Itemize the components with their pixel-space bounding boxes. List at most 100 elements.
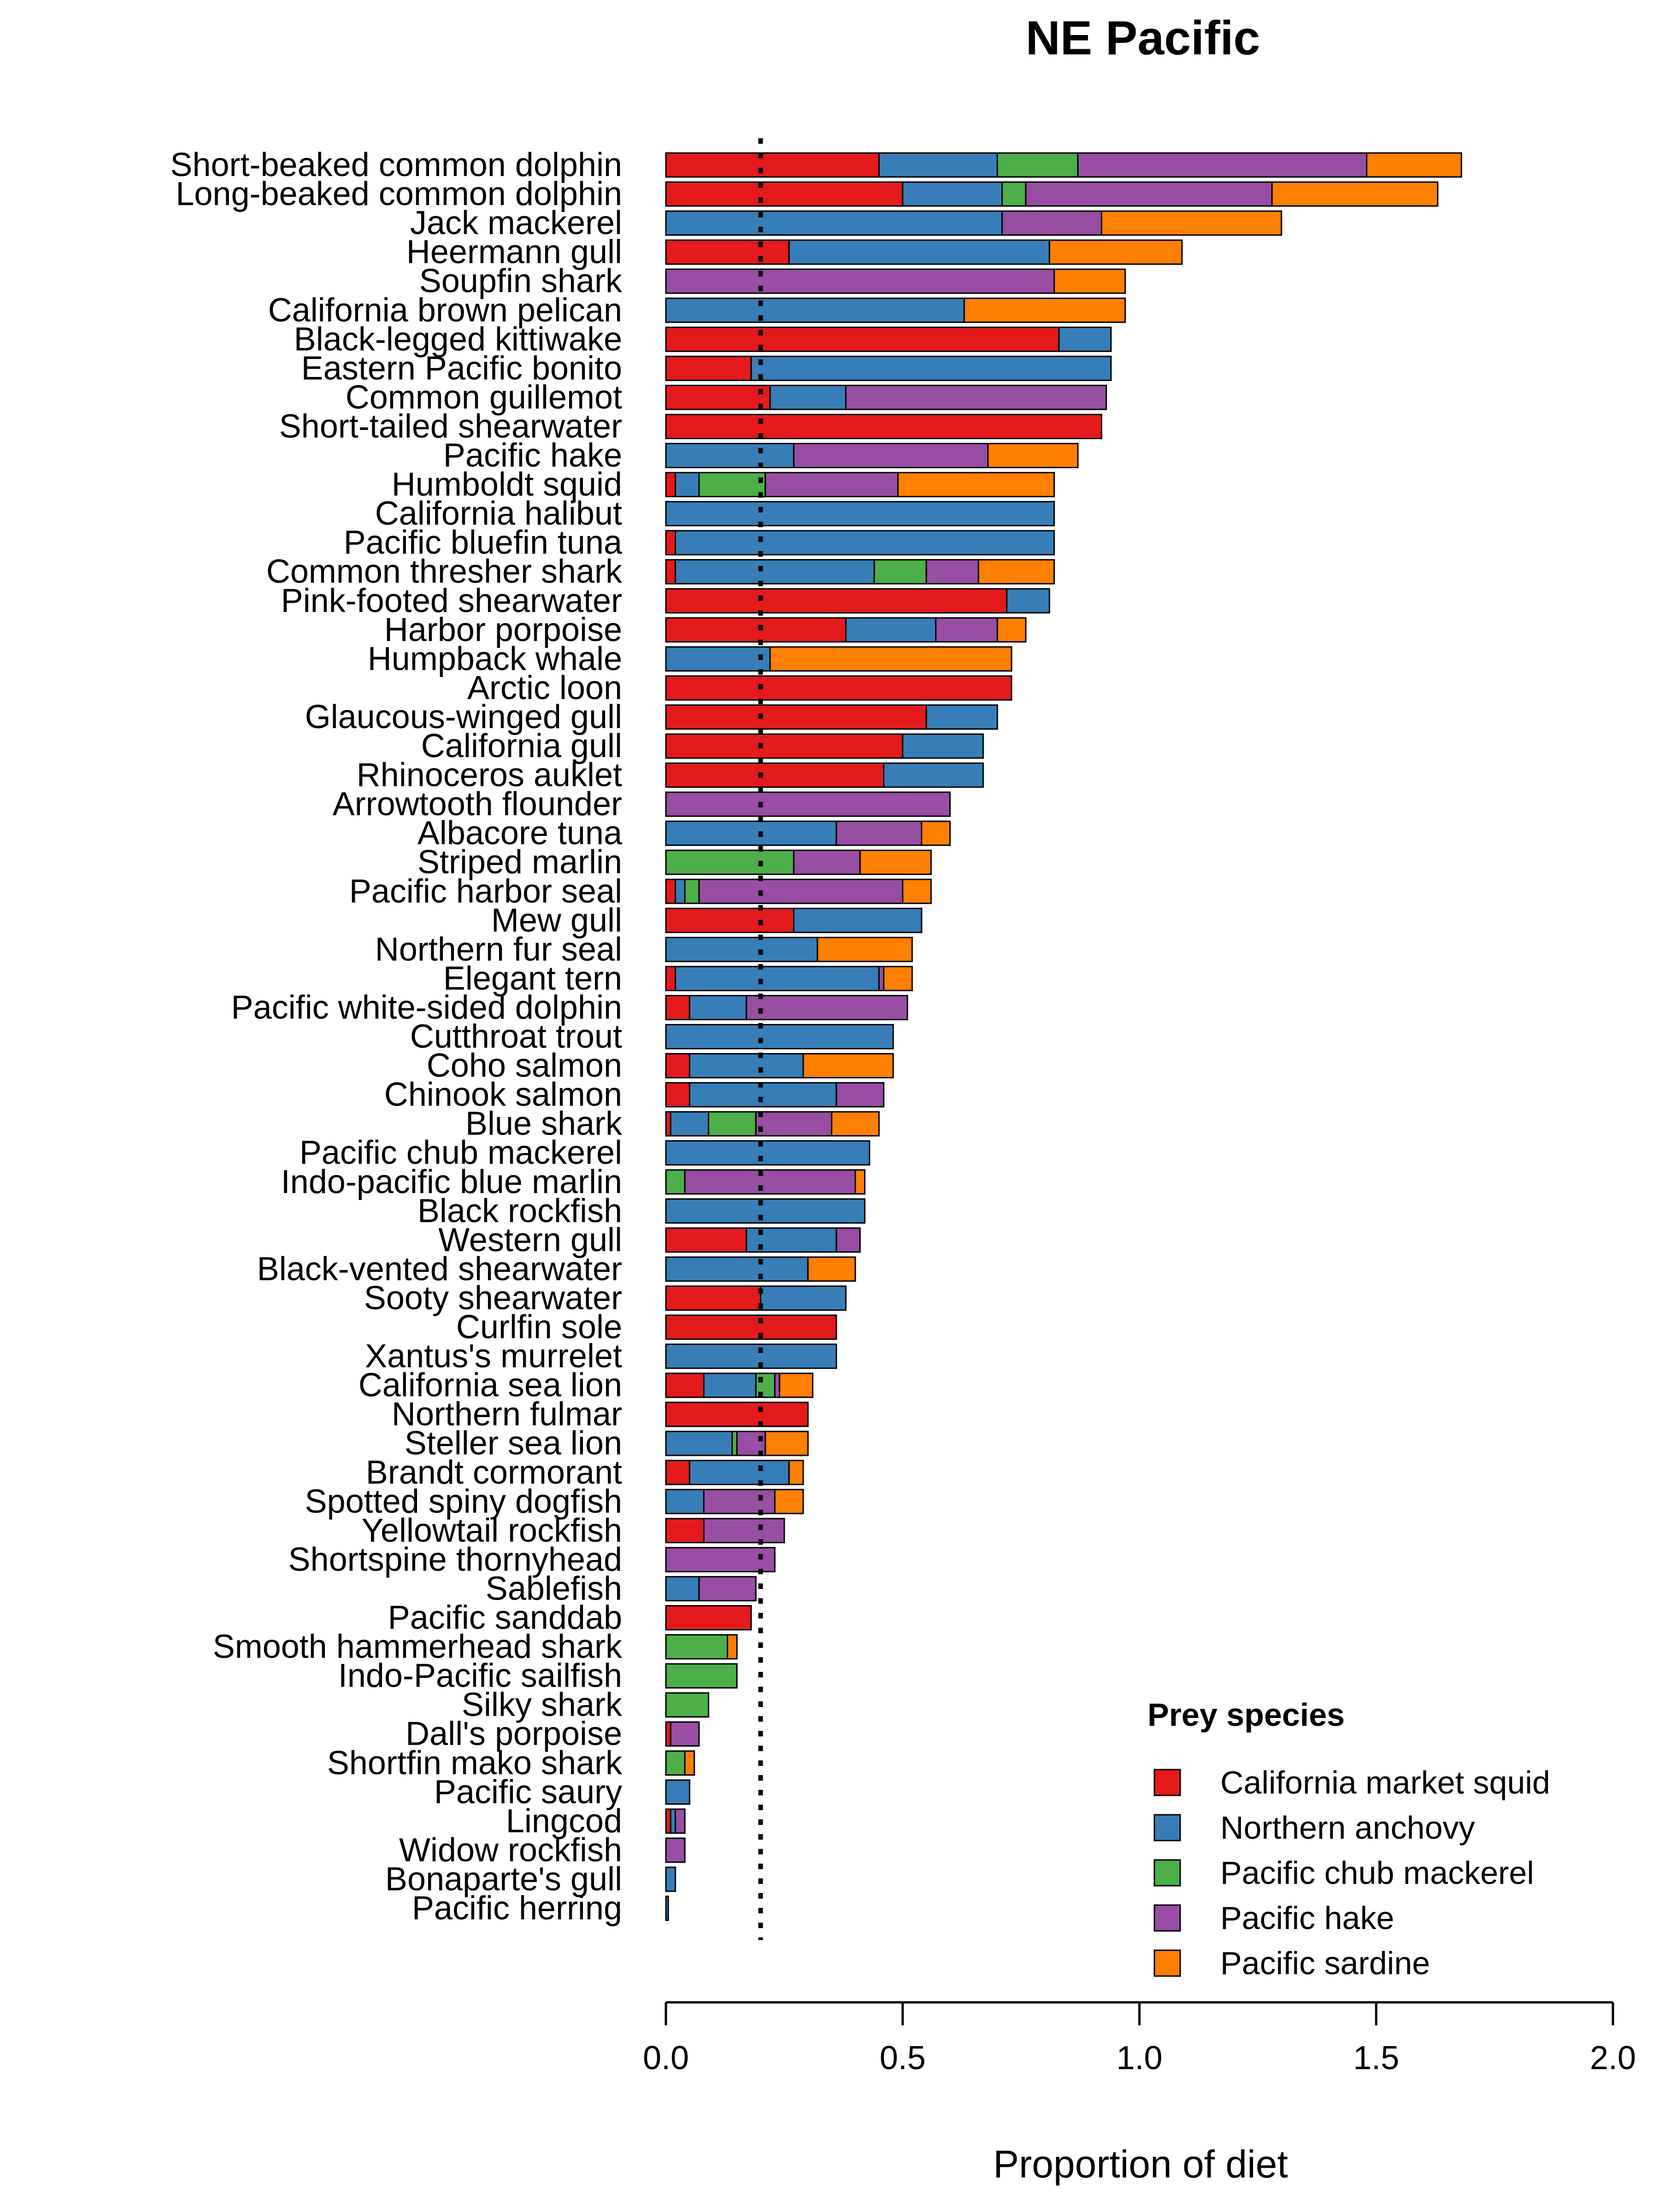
category-label: Northern fur seal (375, 931, 622, 968)
bar-segment (746, 994, 908, 1020)
category-label: California gull (421, 728, 622, 765)
category-label: Humpback whale (368, 641, 622, 677)
bar-segment (675, 878, 686, 904)
bar-segment (688, 994, 747, 1020)
bar-segment (925, 704, 998, 730)
x-axis: 0.0 0.5 1.0 1.5 2.0 (643, 2001, 1636, 2077)
category-label: Mew gull (491, 902, 622, 939)
bar-segment (665, 1314, 837, 1340)
category-label: Pacific sanddab (388, 1600, 622, 1636)
bar-segment (665, 588, 1008, 614)
category-label: Shortfin mako shark (327, 1745, 623, 1782)
legend-swatch (1153, 1949, 1181, 1977)
bar-segment (670, 1721, 700, 1747)
category-label: Lingcod (506, 1803, 622, 1840)
category-label: Shortspine thornyhead (288, 1541, 623, 1578)
bar-segment (665, 1401, 809, 1427)
bar-segment (760, 1285, 847, 1311)
legend-swatch (1153, 1769, 1181, 1796)
bar-segment (963, 297, 1126, 323)
legend-swatch (1153, 1859, 1181, 1887)
bar-segment (1048, 239, 1183, 265)
category-label: Steller sea lion (405, 1425, 622, 1462)
bar-segment (1053, 268, 1126, 294)
bar-segment (665, 1692, 709, 1718)
category-label: Spotted spiny dogfish (305, 1483, 622, 1520)
legend-swatch (1153, 1814, 1181, 1841)
category-label: Coho salmon (427, 1047, 622, 1084)
bar-segment (703, 1488, 776, 1514)
category-label: Short-beaked common dolphin (170, 147, 622, 183)
category-label: Pacific bluefin tuna (344, 524, 623, 561)
category-label: Brandt cormorant (366, 1454, 622, 1491)
bar-segment (1001, 181, 1027, 207)
bar-segment (665, 907, 794, 933)
bar-segment (665, 1053, 690, 1079)
legend-label: Pacific chub mackerel (1220, 1855, 1534, 1891)
bar-segment (665, 1576, 700, 1601)
category-label: Curlfin sole (456, 1309, 622, 1346)
category-label: Indo-Pacific sailfish (338, 1658, 622, 1694)
bar-segment (665, 617, 847, 643)
bar-segment (707, 1111, 757, 1137)
bar-segment (665, 791, 951, 817)
bar-segment (665, 1111, 671, 1137)
bar-segment (665, 1488, 705, 1514)
category-label: Pacific chub mackerel (300, 1135, 622, 1171)
x-tick-label: 1.5 (1353, 2040, 1399, 2077)
category-label: Soupfin shark (419, 263, 623, 300)
bar-segment (1271, 181, 1439, 207)
bar-segment (788, 239, 1050, 265)
category-label: Black rockfish (418, 1193, 622, 1230)
bar-segment (665, 1605, 752, 1630)
bar-segment (665, 268, 1055, 294)
bar-segment (665, 1256, 809, 1282)
legend-swatch (1153, 1904, 1181, 1932)
category-label: Chinook salmon (384, 1077, 622, 1113)
category-label: Indo-pacific blue marlin (281, 1164, 622, 1200)
legend-label: California market squid (1220, 1765, 1550, 1800)
bar-segment (688, 1053, 804, 1079)
bar-segment (675, 965, 880, 991)
bar-segment (1001, 210, 1102, 236)
x-tick-label: 0.5 (880, 2040, 926, 2077)
bar-segment (807, 1256, 856, 1282)
bar-segment (665, 1343, 837, 1369)
bar-segment (665, 849, 794, 875)
bar-segment (873, 559, 927, 585)
x-axis-label: Proportion of diet (993, 2142, 1288, 2186)
x-tick-label: 2.0 (1590, 2040, 1636, 2077)
bar-segment (878, 965, 885, 991)
category-label: California halibut (375, 495, 622, 532)
bar-segment (1006, 588, 1050, 614)
bar-segment (665, 355, 752, 381)
category-label: Black-vented shearwater (257, 1251, 622, 1288)
category-label: California brown pelican (268, 292, 622, 329)
bar-segment (793, 849, 861, 875)
category-label: Sablefish (486, 1570, 622, 1607)
bar-segment (703, 1518, 785, 1543)
bar-segment (665, 1547, 776, 1572)
category-label: Northern fulmar (392, 1396, 622, 1433)
category-label: Humboldt squid (392, 466, 622, 503)
category-label: Pacific saury (434, 1774, 622, 1811)
bar-segment (1100, 210, 1282, 236)
category-label: Eastern Pacific bonito (301, 350, 622, 387)
category-label: Elegant tern (443, 960, 622, 997)
bar-segment (665, 936, 818, 962)
x-tick-label: 1.0 (1116, 2040, 1162, 2077)
category-label: Harbor porpoise (384, 612, 622, 648)
category-label: Jack mackerel (410, 205, 622, 241)
bar-segment (665, 1169, 686, 1195)
bar-segment (665, 1837, 686, 1863)
bar-segment (831, 1111, 880, 1137)
bar-segment (665, 1808, 671, 1834)
bars-layer (665, 152, 1462, 1921)
bar-segment (665, 384, 771, 410)
bar-segment (755, 1111, 833, 1137)
bar-segment (665, 1459, 690, 1485)
category-label: Pacific herring (412, 1890, 622, 1927)
category-label: Xantus's murrelet (365, 1338, 622, 1375)
bar-segment (665, 704, 927, 730)
